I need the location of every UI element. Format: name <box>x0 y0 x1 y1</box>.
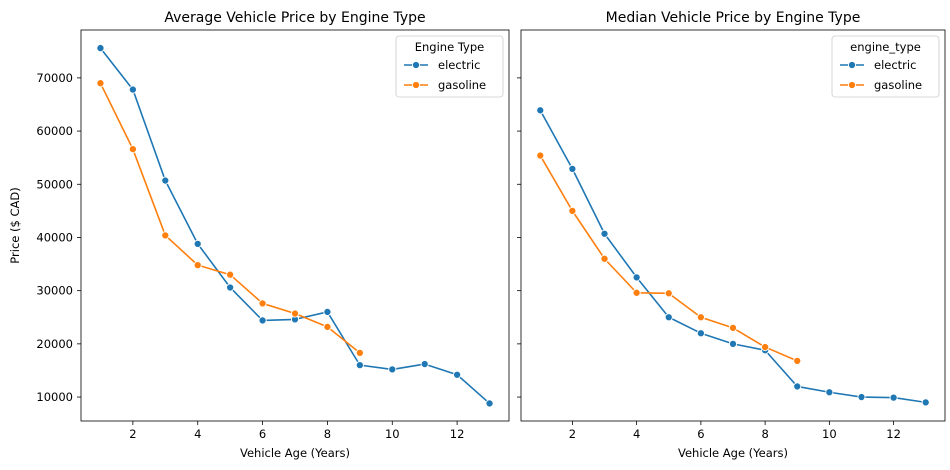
data-point-electric <box>388 365 397 374</box>
x-axis-label: Vehicle Age (Years) <box>678 446 788 460</box>
legend-marker-gasoline <box>411 80 421 90</box>
legend-marker-gasoline <box>847 80 857 90</box>
data-point-electric <box>568 164 577 173</box>
x-tick-label: 4 <box>194 427 201 441</box>
y-tick-label: 20000 <box>36 337 73 351</box>
x-tick-label: 2 <box>569 427 576 441</box>
x-tick-label: 6 <box>259 427 266 441</box>
data-point-gasoline <box>96 79 105 88</box>
legend-label-gasoline: gasoline <box>438 78 486 92</box>
data-point-electric <box>696 329 705 338</box>
series-line-gasoline <box>99 82 361 354</box>
data-point-electric <box>420 360 429 369</box>
legend-label-gasoline: gasoline <box>874 78 922 92</box>
legend-label-electric: electric <box>874 58 916 72</box>
data-point-gasoline <box>793 356 802 365</box>
y-tick-label: 30000 <box>36 284 73 298</box>
data-point-electric <box>728 339 738 348</box>
data-point-gasoline <box>728 323 738 332</box>
data-point-gasoline <box>258 299 267 308</box>
x-tick-label: 2 <box>129 427 136 441</box>
x-axis-label: Vehicle Age (Years) <box>240 446 350 460</box>
data-point-electric <box>825 388 834 397</box>
data-point-gasoline <box>664 289 673 298</box>
legend: engine_type electric gasoline <box>831 35 940 98</box>
data-point-electric <box>889 393 898 402</box>
data-point-electric <box>536 106 545 115</box>
data-point-electric <box>857 393 866 402</box>
series-line-electric <box>539 109 926 404</box>
data-point-electric <box>632 273 641 282</box>
legend-box <box>395 35 504 98</box>
chart-title: Average Vehicle Price by Engine Type <box>164 10 425 26</box>
chart-panel-2: Median Vehicle Price by Engine Type 2 4 6 8 1… <box>517 10 946 460</box>
y-tick-label: 50000 <box>36 177 73 191</box>
legend-marker-electric <box>411 60 421 70</box>
x-tick-label: 10 <box>385 427 400 441</box>
data-point-gasoline <box>568 206 577 215</box>
plot-area-frame <box>80 29 510 422</box>
x-tick-label: 12 <box>450 427 465 441</box>
x-tick-label: 12 <box>886 427 901 441</box>
x-tick-label: 8 <box>324 427 331 441</box>
y-axis-label: Price ($ CAD) <box>8 187 22 263</box>
data-point-electric <box>793 382 802 391</box>
data-point-gasoline <box>355 348 364 357</box>
data-point-electric <box>128 85 137 94</box>
data-point-electric <box>96 44 105 53</box>
y-tick-label: 60000 <box>36 124 73 138</box>
x-tick-label: 4 <box>633 427 640 441</box>
chart-title: Median Vehicle Price by Engine Type <box>606 10 861 26</box>
legend-label-electric: electric <box>438 58 480 72</box>
data-point-gasoline <box>600 254 609 263</box>
legend-box <box>831 35 940 98</box>
data-point-electric <box>664 313 673 322</box>
data-point-electric <box>600 229 609 238</box>
data-point-gasoline <box>226 270 235 279</box>
data-point-electric <box>323 307 332 316</box>
legend: Engine Type electric gasoline <box>395 35 504 98</box>
data-point-gasoline <box>290 309 300 318</box>
data-point-electric <box>193 239 202 248</box>
data-point-gasoline <box>193 261 202 270</box>
series-line-electric <box>99 47 491 405</box>
legend-title: engine_type <box>850 40 921 54</box>
data-point-electric <box>226 283 235 292</box>
data-point-electric <box>453 370 462 379</box>
legend-marker-electric <box>847 60 857 70</box>
data-point-electric <box>161 176 170 185</box>
legend-title: Engine Type <box>415 40 484 54</box>
x-tick-label: 6 <box>697 427 704 441</box>
plot-area-frame <box>520 29 946 422</box>
data-point-gasoline <box>161 231 170 240</box>
y-tick-label: 40000 <box>36 230 73 244</box>
data-point-gasoline <box>536 151 545 160</box>
data-point-gasoline <box>696 313 705 322</box>
data-point-electric <box>485 399 494 408</box>
x-tick-label: 8 <box>761 427 768 441</box>
data-point-gasoline <box>128 145 137 154</box>
data-point-electric <box>921 398 930 407</box>
series-line-gasoline <box>539 155 798 362</box>
chart-panel-1: Average Vehicle Price by Engine Type 2 4 6 8… <box>8 10 510 460</box>
data-point-electric <box>258 316 267 325</box>
data-point-gasoline <box>632 288 641 297</box>
data-point-electric <box>355 361 364 370</box>
y-tick-label: 10000 <box>36 390 73 404</box>
data-point-gasoline <box>761 343 770 352</box>
y-tick-label: 70000 <box>36 71 73 85</box>
data-point-gasoline <box>323 322 332 331</box>
x-tick-label: 10 <box>822 427 837 441</box>
